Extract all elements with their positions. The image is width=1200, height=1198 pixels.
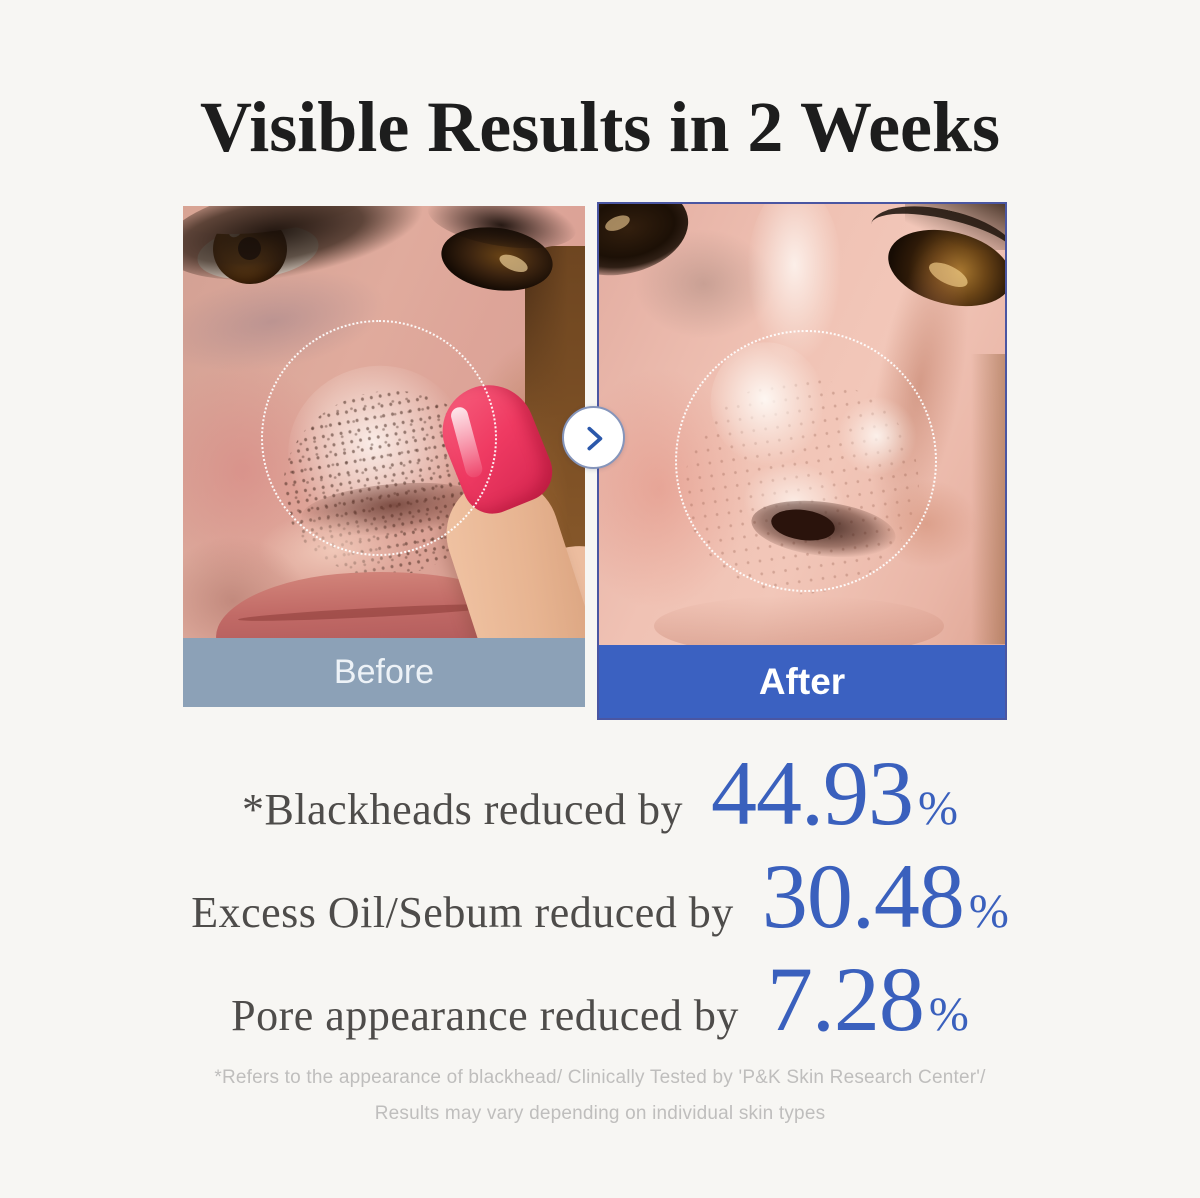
- stat-unit: %: [928, 988, 969, 1041]
- next-arrow-button[interactable]: [562, 406, 625, 469]
- stat-row-pores: Pore appearance reduced by 7.28 %: [0, 946, 1200, 1050]
- stat-label: Pore appearance reduced by: [231, 991, 739, 1040]
- stat-unit: %: [918, 782, 959, 835]
- before-label: Before: [333, 653, 435, 691]
- before-card: Before: [183, 206, 585, 707]
- before-label-bar: Before: [183, 638, 585, 707]
- after-photo: [599, 204, 1005, 645]
- after-label-bar: After: [599, 645, 1005, 718]
- after-lip-shadow: [654, 596, 944, 645]
- stat-label: *Blackheads reduced by: [241, 785, 684, 834]
- after-hair-edge: [971, 354, 1005, 644]
- before-photo: [183, 206, 585, 638]
- stats-list: *Blackheads reduced by 44.93 % Excess Oi…: [0, 740, 1200, 1050]
- stat-label: Excess Oil/Sebum reduced by: [191, 888, 734, 937]
- stat-unit: %: [968, 885, 1009, 938]
- chevron-right-icon: [586, 426, 602, 450]
- after-label: After: [758, 660, 846, 702]
- stat-value: 30.48: [761, 845, 965, 947]
- after-card: After: [597, 202, 1007, 720]
- page-title: Visible Results in 2 Weeks: [199, 87, 1001, 167]
- before-focus-circle: [261, 320, 497, 556]
- footnote-line-1: *Refers to the appearance of blackhead/ …: [214, 1067, 986, 1088]
- footnote-line-2: Results may vary depending on individual…: [374, 1103, 826, 1124]
- footnote: *Refers to the appearance of blackhead/ …: [0, 1060, 1200, 1132]
- stat-row-blackheads: *Blackheads reduced by 44.93 %: [0, 740, 1200, 844]
- after-focus-circle: [675, 330, 937, 592]
- stat-row-sebum: Excess Oil/Sebum reduced by 30.48 %: [0, 843, 1200, 947]
- stat-value: 7.28: [766, 948, 925, 1050]
- stat-value: 44.93: [711, 742, 914, 844]
